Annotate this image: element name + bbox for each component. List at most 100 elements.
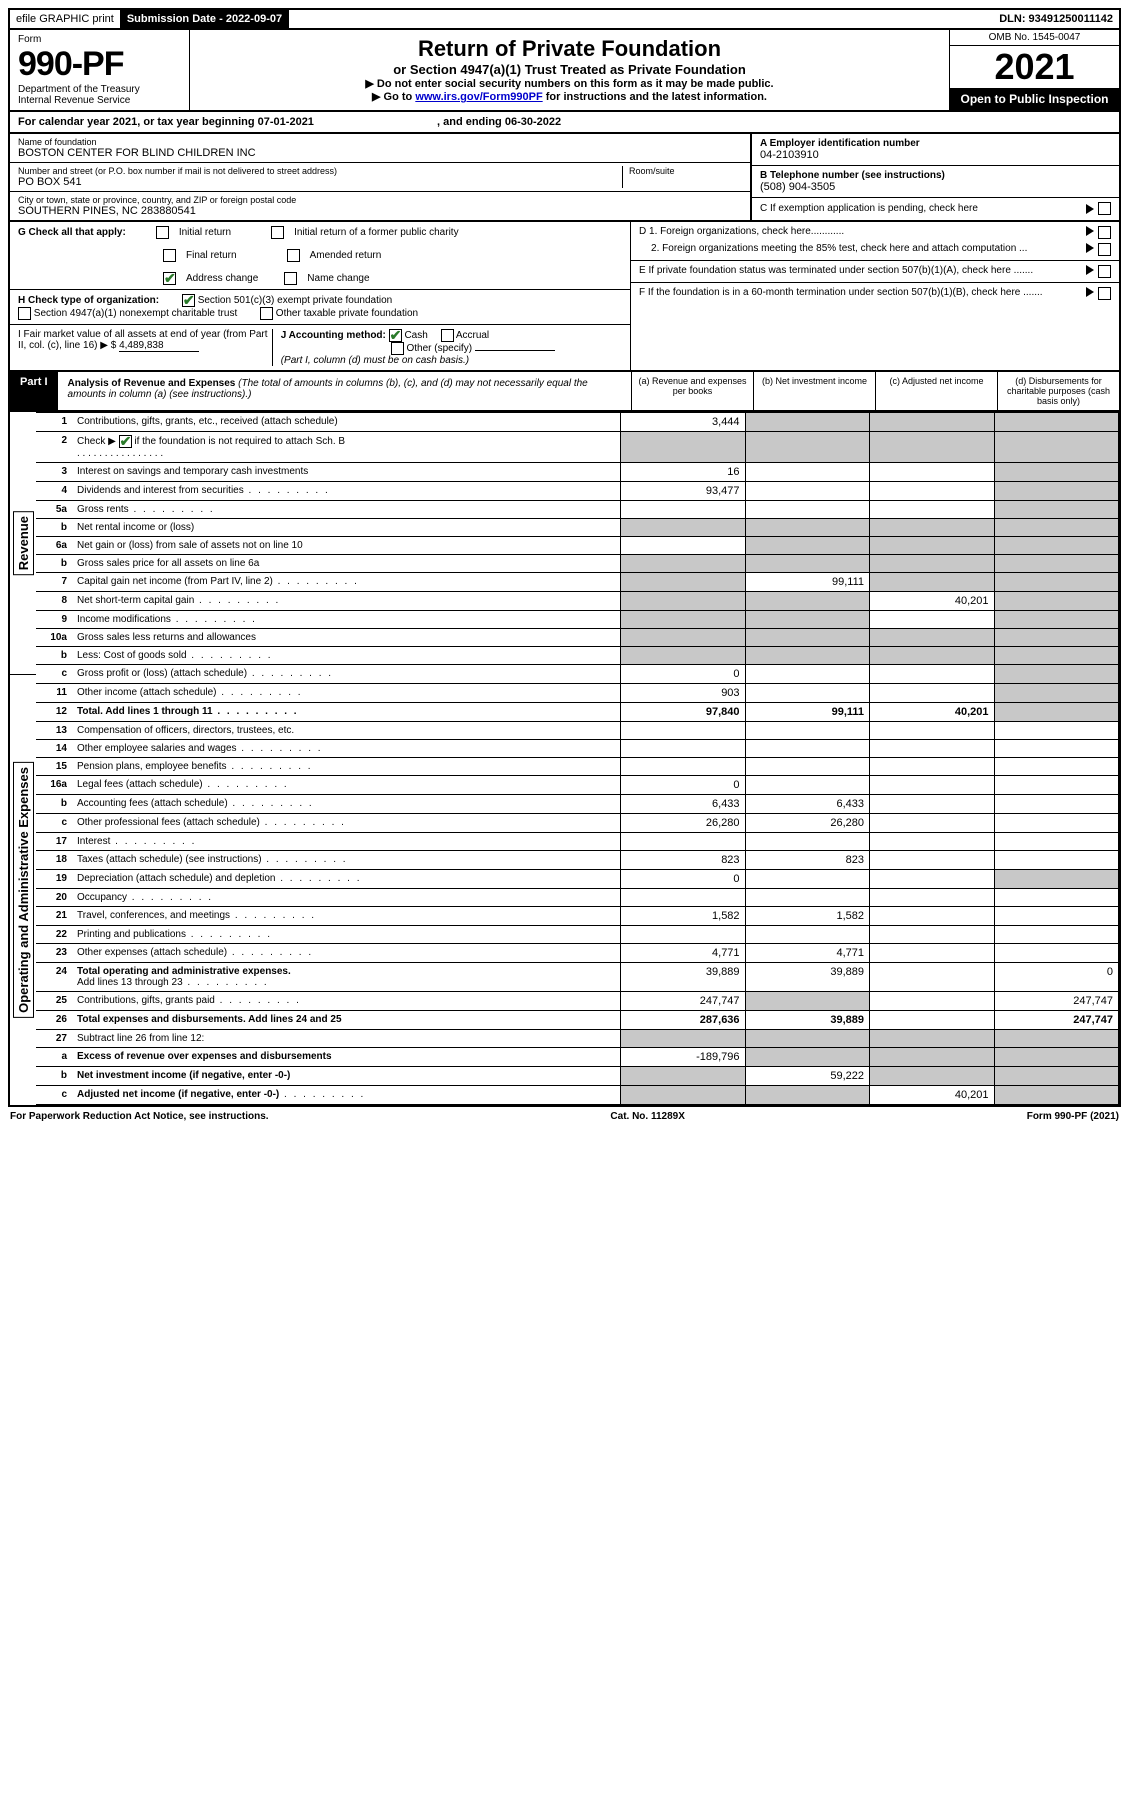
lbl-address: Address change <box>186 273 258 284</box>
line-12: 12Total. Add lines 1 through 1197,84099,… <box>36 703 1119 722</box>
cb-501c3[interactable] <box>182 294 195 307</box>
cb-address[interactable] <box>163 272 176 285</box>
line-5b: bNet rental income or (loss) <box>36 519 1119 537</box>
arrow-icon <box>1086 265 1094 275</box>
calendar-year-row: For calendar year 2021, or tax year begi… <box>8 112 1121 134</box>
ij-row: I Fair market value of all assets at end… <box>10 325 630 370</box>
line-10a: 10aGross sales less returns and allowanc… <box>36 629 1119 647</box>
line-6a: 6aNet gain or (loss) from sale of assets… <box>36 537 1119 555</box>
ein-value: 04-2103910 <box>760 149 1111 161</box>
addr-cell: Number and street (or P.O. box number if… <box>10 163 750 192</box>
lbl-other-tax: Other taxable private foundation <box>276 308 418 319</box>
line-27b: bNet investment income (if negative, ent… <box>36 1067 1119 1086</box>
foundation-addr: PO BOX 541 <box>18 176 622 188</box>
cb-name-change[interactable] <box>284 272 297 285</box>
cb-4947[interactable] <box>18 307 31 320</box>
other-specify-field[interactable] <box>475 350 555 351</box>
lbl-accrual: Accrual <box>456 330 489 341</box>
line-21: 21Travel, conferences, and meetings1,582… <box>36 907 1119 926</box>
cb-accrual[interactable] <box>441 329 454 342</box>
part1-label: Part I <box>10 372 58 410</box>
c-checkbox[interactable] <box>1098 202 1111 215</box>
lbl-cash: Cash <box>404 330 427 341</box>
cb-f[interactable] <box>1098 287 1111 300</box>
phone-value: (508) 904-3505 <box>760 181 1111 193</box>
c-label: C If exemption application is pending, c… <box>760 203 1082 214</box>
cb-e[interactable] <box>1098 265 1111 278</box>
cb-d2[interactable] <box>1098 243 1111 256</box>
city-cell: City or town, state or province, country… <box>10 192 750 220</box>
page-footer: For Paperwork Reduction Act Notice, see … <box>8 1107 1121 1126</box>
line-1: 1Contributions, gifts, grants, etc., rec… <box>36 413 1119 432</box>
line-19: 19Depreciation (attach schedule) and dep… <box>36 870 1119 889</box>
lbl-initial-former: Initial return of a former public charit… <box>294 227 459 238</box>
instr-pre: ▶ Go to <box>372 91 415 103</box>
cb-amended[interactable] <box>287 249 300 262</box>
i-value: 4,489,838 <box>119 340 199 352</box>
f-label: F If the foundation is in a 60-month ter… <box>639 287 1082 300</box>
foundation-city: SOUTHERN PINES, NC 283880541 <box>18 205 742 217</box>
col-c-header: (c) Adjusted net income <box>875 372 997 410</box>
j-note: (Part I, column (d) must be on cash basi… <box>281 355 469 366</box>
info-right: A Employer identification number 04-2103… <box>750 134 1119 220</box>
checks-grid: G Check all that apply: Initial return I… <box>8 222 1121 372</box>
lbl-name-change: Name change <box>307 273 369 284</box>
cb-cash[interactable] <box>389 329 402 342</box>
line-9: 9Income modifications <box>36 611 1119 629</box>
omb-number: OMB No. 1545-0047 <box>950 30 1119 46</box>
line-20: 20Occupancy <box>36 889 1119 907</box>
col-d-header: (d) Disbursements for charitable purpose… <box>997 372 1119 410</box>
line-16a: 16aLegal fees (attach schedule)0 <box>36 776 1119 795</box>
lbl-501c3: Section 501(c)(3) exempt private foundat… <box>198 295 393 306</box>
form-header: Form 990-PF Department of the Treasury I… <box>8 30 1121 112</box>
line-27a: aExcess of revenue over expenses and dis… <box>36 1048 1119 1067</box>
cb-other-acct[interactable] <box>391 342 404 355</box>
g-row: G Check all that apply: Initial return I… <box>10 222 630 290</box>
line-24: 24Total operating and administrative exp… <box>36 963 1119 992</box>
tax-year: 2021 <box>950 46 1119 88</box>
foundation-name-cell: Name of foundation BOSTON CENTER FOR BLI… <box>10 134 750 163</box>
c-exemption-cell: C If exemption application is pending, c… <box>752 198 1119 219</box>
line-5a: 5aGross rents <box>36 501 1119 519</box>
cb-d1[interactable] <box>1098 226 1111 239</box>
col-b-header: (b) Net investment income <box>753 372 875 410</box>
phone-cell: B Telephone number (see instructions) (5… <box>752 166 1119 198</box>
irs-label: Internal Revenue Service <box>18 95 181 106</box>
cb-final[interactable] <box>163 249 176 262</box>
phone-label: B Telephone number (see instructions) <box>760 170 1111 181</box>
side-revenue: Revenue <box>13 511 34 575</box>
cb-schB[interactable] <box>119 435 132 448</box>
line-22: 22Printing and publications <box>36 926 1119 944</box>
line-27: 27Subtract line 26 from line 12: <box>36 1030 1119 1048</box>
line-27c: cAdjusted net income (if negative, enter… <box>36 1086 1119 1105</box>
form990pf-link[interactable]: www.irs.gov/Form990PF <box>415 91 542 103</box>
arrow-icon <box>1086 226 1094 236</box>
cb-initial[interactable] <box>156 226 169 239</box>
addr-label: Number and street (or P.O. box number if… <box>18 166 622 176</box>
j-cell: J Accounting method: Cash Accrual Other … <box>272 329 622 366</box>
efile-print-label[interactable]: efile GRAPHIC print <box>10 10 121 28</box>
i-cell: I Fair market value of all assets at end… <box>18 329 272 366</box>
year-end: 06-30-2022 <box>505 116 561 128</box>
instr-no-ssn: ▶ Do not enter social security numbers o… <box>196 77 943 90</box>
cal-pre: For calendar year 2021, or tax year begi… <box>18 116 258 128</box>
footer-left: For Paperwork Reduction Act Notice, see … <box>10 1111 269 1122</box>
line-16c: cOther professional fees (attach schedul… <box>36 814 1119 833</box>
d1-label: D 1. Foreign organizations, check here..… <box>639 226 1082 239</box>
arrow-icon <box>1086 204 1094 214</box>
f-row: F If the foundation is in a 60-month ter… <box>631 283 1119 304</box>
part1-desc: Analysis of Revenue and Expenses (The to… <box>58 372 632 410</box>
instr-goto: ▶ Go to www.irs.gov/Form990PF for instru… <box>196 90 943 103</box>
cb-other-tax[interactable] <box>260 307 273 320</box>
ein-cell: A Employer identification number 04-2103… <box>752 134 1119 166</box>
lbl-amended: Amended return <box>310 250 382 261</box>
efile-topbar: efile GRAPHIC print Submission Date - 20… <box>8 8 1121 30</box>
city-label: City or town, state or province, country… <box>18 195 742 205</box>
cal-mid: , and ending <box>434 116 505 128</box>
line-23: 23Other expenses (attach schedule)4,7714… <box>36 944 1119 963</box>
foundation-name: BOSTON CENTER FOR BLIND CHILDREN INC <box>18 147 742 159</box>
line-2: 2Check ▶ if the foundation is not requir… <box>36 432 1119 463</box>
header-right: OMB No. 1545-0047 2021 Open to Public In… <box>949 30 1119 110</box>
line-6b: bGross sales price for all assets on lin… <box>36 555 1119 573</box>
cb-initial-former[interactable] <box>271 226 284 239</box>
